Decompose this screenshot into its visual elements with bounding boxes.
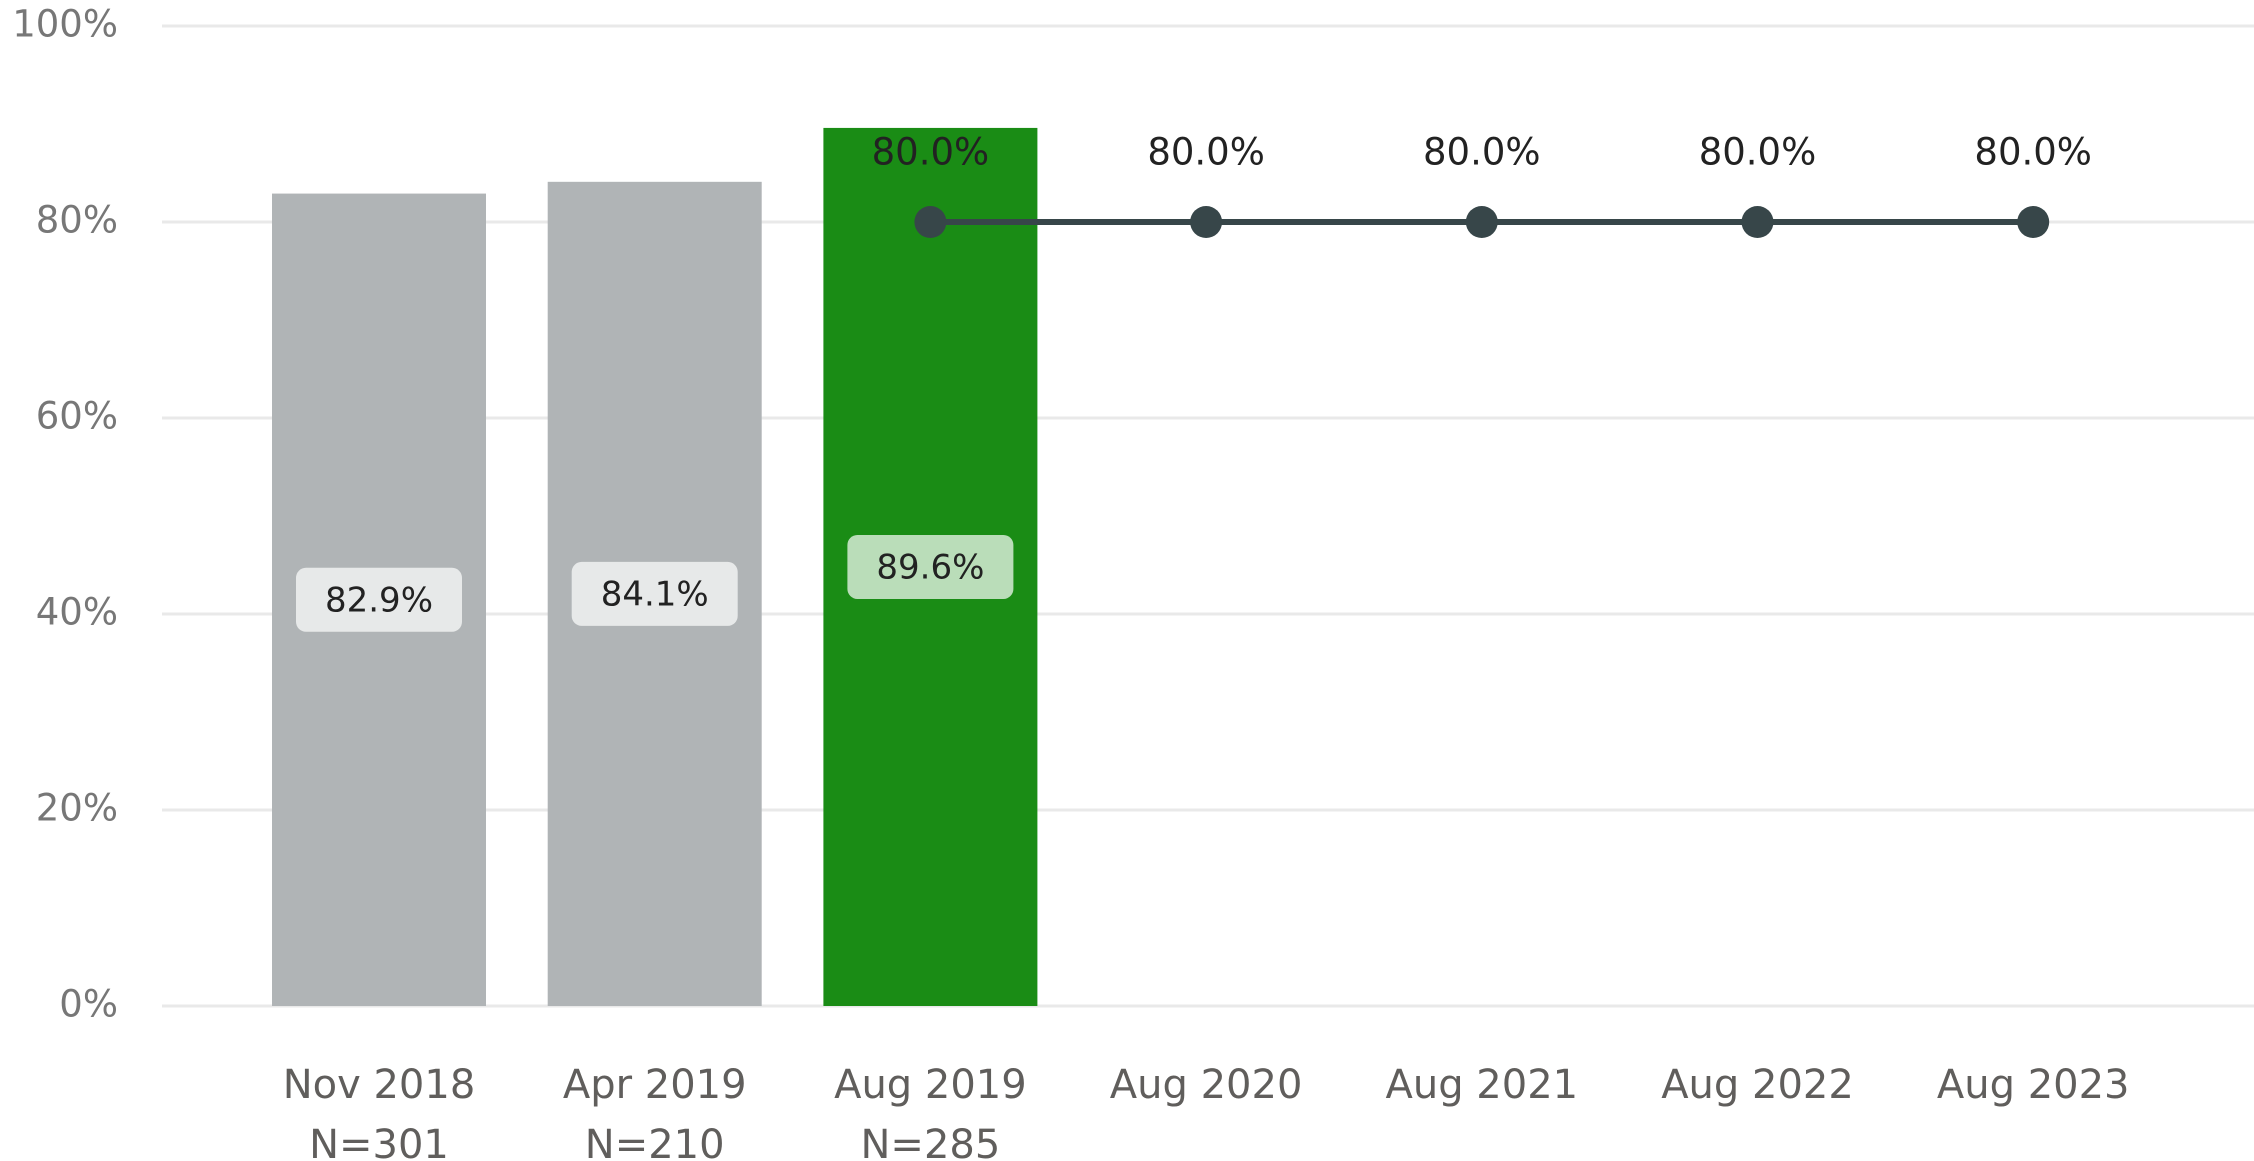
y-tick-label: 80%: [36, 199, 118, 242]
x-tick-label: N=301: [309, 1122, 449, 1161]
data-label: 80.0%: [1423, 131, 1541, 174]
y-tick-label: 60%: [36, 395, 118, 438]
x-tick-label: Nov 2018: [283, 1062, 476, 1108]
data-label: 84.1%: [601, 574, 709, 614]
x-tick-label: Aug 2019: [834, 1062, 1027, 1108]
x-tick-label: Aug 2020: [1110, 1062, 1303, 1108]
x-tick-label: N=285: [861, 1122, 1001, 1161]
x-tick-label: Aug 2022: [1661, 1062, 1854, 1108]
x-tick-label: Aug 2023: [1937, 1062, 2130, 1108]
data-label: 80.0%: [1147, 131, 1265, 174]
y-tick-label: 40%: [36, 591, 118, 634]
data-label: 82.9%: [325, 580, 433, 620]
data-label: 80.0%: [1974, 131, 2092, 174]
line-marker: [1190, 206, 1223, 238]
x-tick-label: Aug 2021: [1385, 1062, 1578, 1108]
data-label: 80.0%: [872, 131, 990, 174]
data-label: 80.0%: [1699, 131, 1817, 174]
x-tick-label: N=210: [585, 1122, 725, 1161]
y-tick-label: 0%: [59, 983, 118, 1026]
line-marker: [914, 206, 947, 238]
line-marker: [2017, 206, 2050, 238]
y-tick-label: 20%: [36, 787, 118, 830]
data-label-box: [571, 561, 738, 626]
data-label-box: [847, 534, 1014, 599]
line-marker: [1465, 206, 1498, 238]
data-label: 89.6%: [876, 547, 984, 587]
line-marker: [1741, 206, 1774, 238]
y-tick-label: 100%: [12, 3, 118, 46]
x-tick-label: Apr 2019: [563, 1062, 747, 1108]
data-label-box: [296, 567, 462, 632]
